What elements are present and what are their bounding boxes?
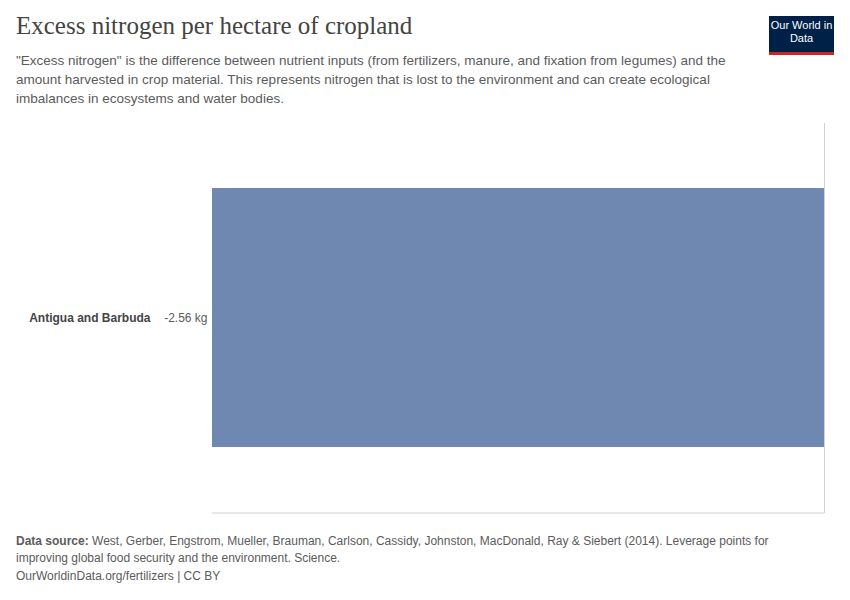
html-text:Our World in Data: Our World in Data [770, 19, 833, 44]
svg-text:Antigua and Barbuda: Antigua and Barbuda [29, 311, 151, 325]
html-text:OurWorldinData.org/fertilizers: OurWorldinData.org/fertilizers | CC BY [16, 569, 221, 583]
html-text:Data source: West, Gerber, Eng: Data source: West, Gerber, Engstrom, Mue… [16, 534, 769, 565]
html-text:Excess nitrogen per hectare of: Excess nitrogen per hectare of cropland [16, 12, 413, 39]
svg-text:-2.56 kg: -2.56 kg [164, 311, 207, 325]
html-text:"Excess nitrogen" is the diffe: "Excess nitrogen" is the difference betw… [16, 53, 726, 106]
